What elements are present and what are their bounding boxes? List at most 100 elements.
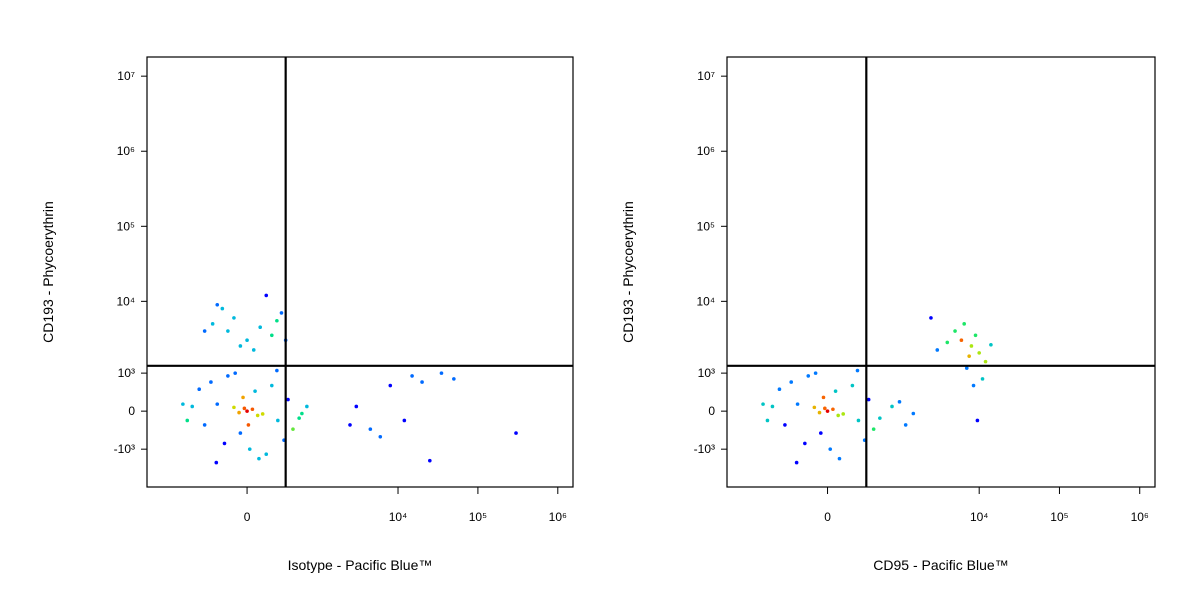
event-dot [300, 411, 304, 416]
y-tick-label: 10⁴ [116, 294, 135, 308]
event-dot [428, 458, 432, 463]
event-dot [897, 400, 902, 404]
event-dot [279, 311, 284, 315]
event-dot [388, 383, 393, 388]
event-dot [866, 397, 871, 402]
event-dot [410, 374, 414, 378]
event-dot [855, 368, 860, 373]
event-dot [850, 383, 855, 388]
event-dot [420, 380, 424, 384]
event-dot [833, 389, 838, 393]
event-dot [983, 359, 988, 364]
event-dot [806, 374, 811, 378]
y-tick-label: 10⁵ [697, 219, 715, 233]
x-tick-label: 10⁶ [1131, 510, 1149, 524]
event-dot [197, 387, 202, 392]
event-dot [980, 377, 985, 381]
y-axis-label: CD193 - Phycoerythrin [620, 201, 636, 343]
event-dot [962, 322, 966, 326]
event-dot [794, 460, 799, 465]
event-dot [977, 351, 981, 355]
y-tick-label: 10⁶ [117, 144, 135, 158]
event-dot [270, 383, 274, 388]
event-dot [210, 322, 215, 326]
event-dot [238, 344, 243, 348]
event-dot [803, 441, 807, 446]
y-axis-label: CD193 - Phycoerythrin [40, 201, 56, 343]
event-dot [222, 441, 227, 446]
event-dot [973, 333, 978, 338]
event-dot [276, 418, 280, 423]
event-dot [971, 383, 976, 388]
x-axis-label: CD95 - Pacific Blue™ [873, 557, 1008, 573]
y-tick-label: 10⁷ [697, 69, 715, 83]
event-dot [765, 418, 770, 423]
event-dot [250, 407, 255, 412]
event-dot [836, 413, 840, 418]
event-dot [812, 405, 817, 410]
event-dot [232, 405, 236, 410]
event-dot [813, 371, 818, 375]
event-dot [246, 423, 251, 427]
event-dot [819, 431, 823, 435]
y-tick-label: 0 [128, 404, 135, 418]
event-dot [238, 431, 243, 435]
event-dot [275, 318, 279, 323]
y-tick-label: 10⁷ [117, 69, 135, 83]
x-tick-label: 10⁴ [970, 510, 989, 524]
event-dot [975, 418, 980, 423]
event-dot [305, 404, 309, 409]
event-dot [286, 397, 290, 402]
event-dot [220, 306, 225, 311]
event-dot [828, 447, 833, 451]
y-tick-label: 0 [708, 404, 715, 418]
event-dot [368, 427, 373, 431]
x-axis-label: Isotype - Pacific Blue™ [288, 557, 433, 573]
event-dot [989, 342, 993, 347]
event-dot [354, 404, 359, 409]
event-dot [402, 418, 407, 423]
event-dot [241, 395, 245, 400]
event-dot [514, 431, 518, 435]
x-tick-label: 10⁶ [549, 510, 567, 524]
event-dot [245, 409, 249, 413]
x-tick-label: 0 [244, 510, 251, 524]
event-dot [242, 406, 247, 411]
event-dot [215, 302, 220, 307]
event-dot [297, 416, 301, 420]
event-dot [253, 389, 257, 393]
event-dot [935, 348, 940, 352]
event-dot [831, 407, 835, 412]
event-dot [202, 329, 207, 333]
event-dot [209, 380, 213, 384]
event-dot [953, 329, 957, 333]
event-dot [226, 374, 230, 378]
event-dot [452, 377, 456, 381]
event-dot [275, 368, 279, 373]
x-tick-label: 10⁵ [1050, 510, 1068, 524]
y-tick-label: 10³ [698, 366, 715, 380]
y-tick-label: 10⁴ [696, 294, 715, 308]
event-dot [783, 423, 787, 427]
event-dot [257, 456, 261, 461]
event-dot [202, 423, 207, 427]
event-dot [761, 402, 765, 406]
event-dot [237, 410, 241, 415]
y-tick-label: 10³ [118, 366, 135, 380]
event-dot [777, 387, 782, 392]
event-dot [795, 402, 800, 406]
event-dot [215, 402, 220, 406]
event-dot [348, 423, 352, 427]
event-dot [247, 447, 252, 451]
y-tick-label: -10³ [114, 442, 135, 456]
event-dot [770, 404, 775, 409]
event-dot [251, 348, 256, 352]
event-dot [911, 411, 916, 416]
event-dot [264, 452, 269, 456]
y-tick-label: 10⁵ [117, 219, 135, 233]
event-dot [260, 412, 265, 416]
event-dot [967, 354, 971, 358]
x-tick-label: 10⁴ [389, 510, 408, 524]
event-dot [969, 344, 974, 348]
